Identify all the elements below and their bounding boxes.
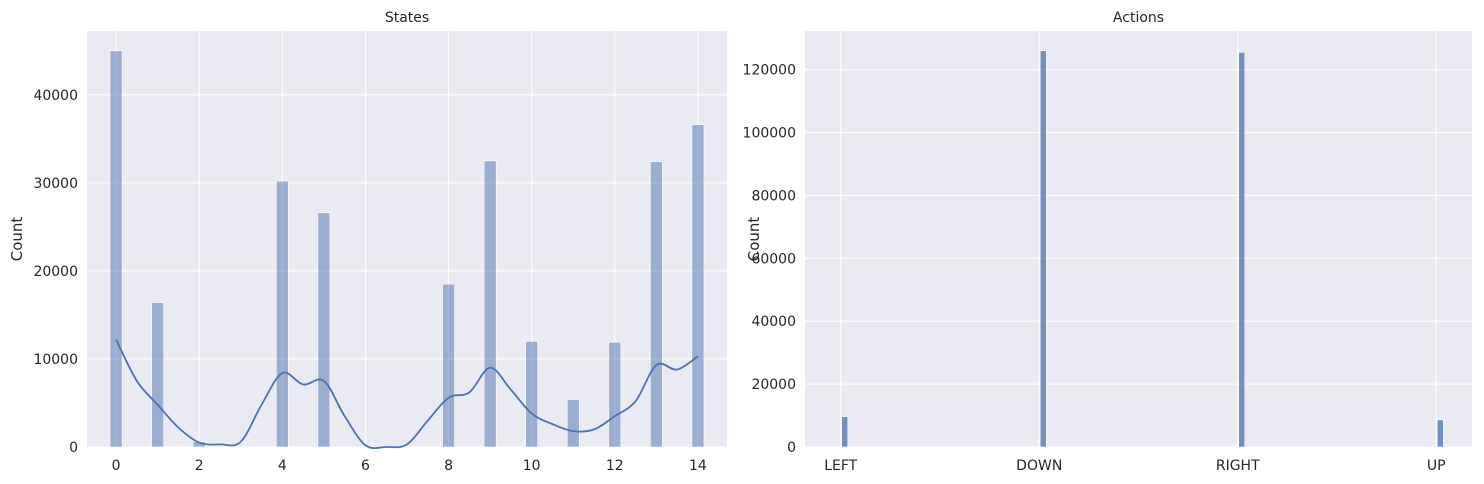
actions-bar	[841, 416, 848, 448]
states-bars	[109, 50, 705, 448]
states-ylabel: Count	[8, 217, 26, 262]
actions-gridlines	[805, 31, 1472, 448]
actions-tick-labels: LEFT DOWN RIGHT UP 0 20000 40000 60000 80000 1000…	[743, 63, 1446, 474]
states-kde-line	[115, 339, 699, 450]
actions-xtick-label: RIGHT	[1216, 458, 1260, 474]
states-xtick-label: 14	[689, 458, 707, 474]
actions-ytick-label: 80000	[751, 188, 796, 204]
actions-ytick-label: 120000	[743, 63, 796, 79]
actions-title: Actions	[1113, 10, 1164, 26]
actions-ytick-label: 60000	[751, 251, 796, 267]
states-bar	[608, 341, 622, 448]
states-bar	[650, 161, 663, 448]
states-bar	[442, 283, 455, 448]
states-xtick-label: 12	[606, 458, 624, 474]
states-tick-labels: 0 2 4 6 8 10 12 14 0 10000 20000 30000 40000	[33, 88, 706, 474]
states-bar	[691, 124, 705, 448]
states-ytick-label: 20000	[33, 264, 78, 280]
states-xtick-label: 8	[444, 458, 453, 474]
states-ytick-label: 40000	[33, 88, 78, 104]
actions-xtick-label: UP	[1427, 458, 1446, 474]
actions-ytick-label: 0	[787, 440, 796, 456]
actions-chart: LEFT DOWN RIGHT UP 0 20000 40000 60000 80000 1000…	[743, 10, 1472, 474]
actions-xtick-label: DOWN	[1016, 458, 1062, 474]
states-xtick-label: 0	[112, 458, 121, 474]
states-bar	[566, 399, 580, 448]
states-xtick-label: 10	[523, 458, 541, 474]
states-xtick-label: 2	[195, 458, 204, 474]
actions-plot-area	[805, 31, 1472, 447]
states-bar	[275, 180, 289, 448]
states-plot-area	[87, 31, 727, 447]
actions-bar	[1437, 419, 1444, 448]
states-ytick-label: 30000	[33, 176, 78, 192]
states-bar	[317, 212, 331, 448]
actions-bar	[1238, 52, 1246, 448]
actions-ytick-label: 40000	[751, 314, 796, 330]
actions-bar	[1039, 50, 1047, 448]
states-ytick-label: 10000	[33, 352, 78, 368]
actions-bars	[841, 50, 1444, 448]
states-xtick-label: 6	[361, 458, 370, 474]
states-ytick-label: 0	[69, 440, 78, 456]
states-bar	[483, 160, 497, 448]
actions-ytick-label: 20000	[751, 377, 796, 393]
states-title: States	[385, 10, 429, 26]
states-bar	[525, 341, 539, 448]
actions-ylabel: Count	[745, 217, 763, 262]
actions-ytick-label: 100000	[743, 126, 796, 142]
states-xtick-label: 4	[278, 458, 287, 474]
states-bar	[109, 50, 123, 448]
states-bar	[151, 302, 164, 448]
actions-xtick-label: LEFT	[824, 458, 857, 474]
